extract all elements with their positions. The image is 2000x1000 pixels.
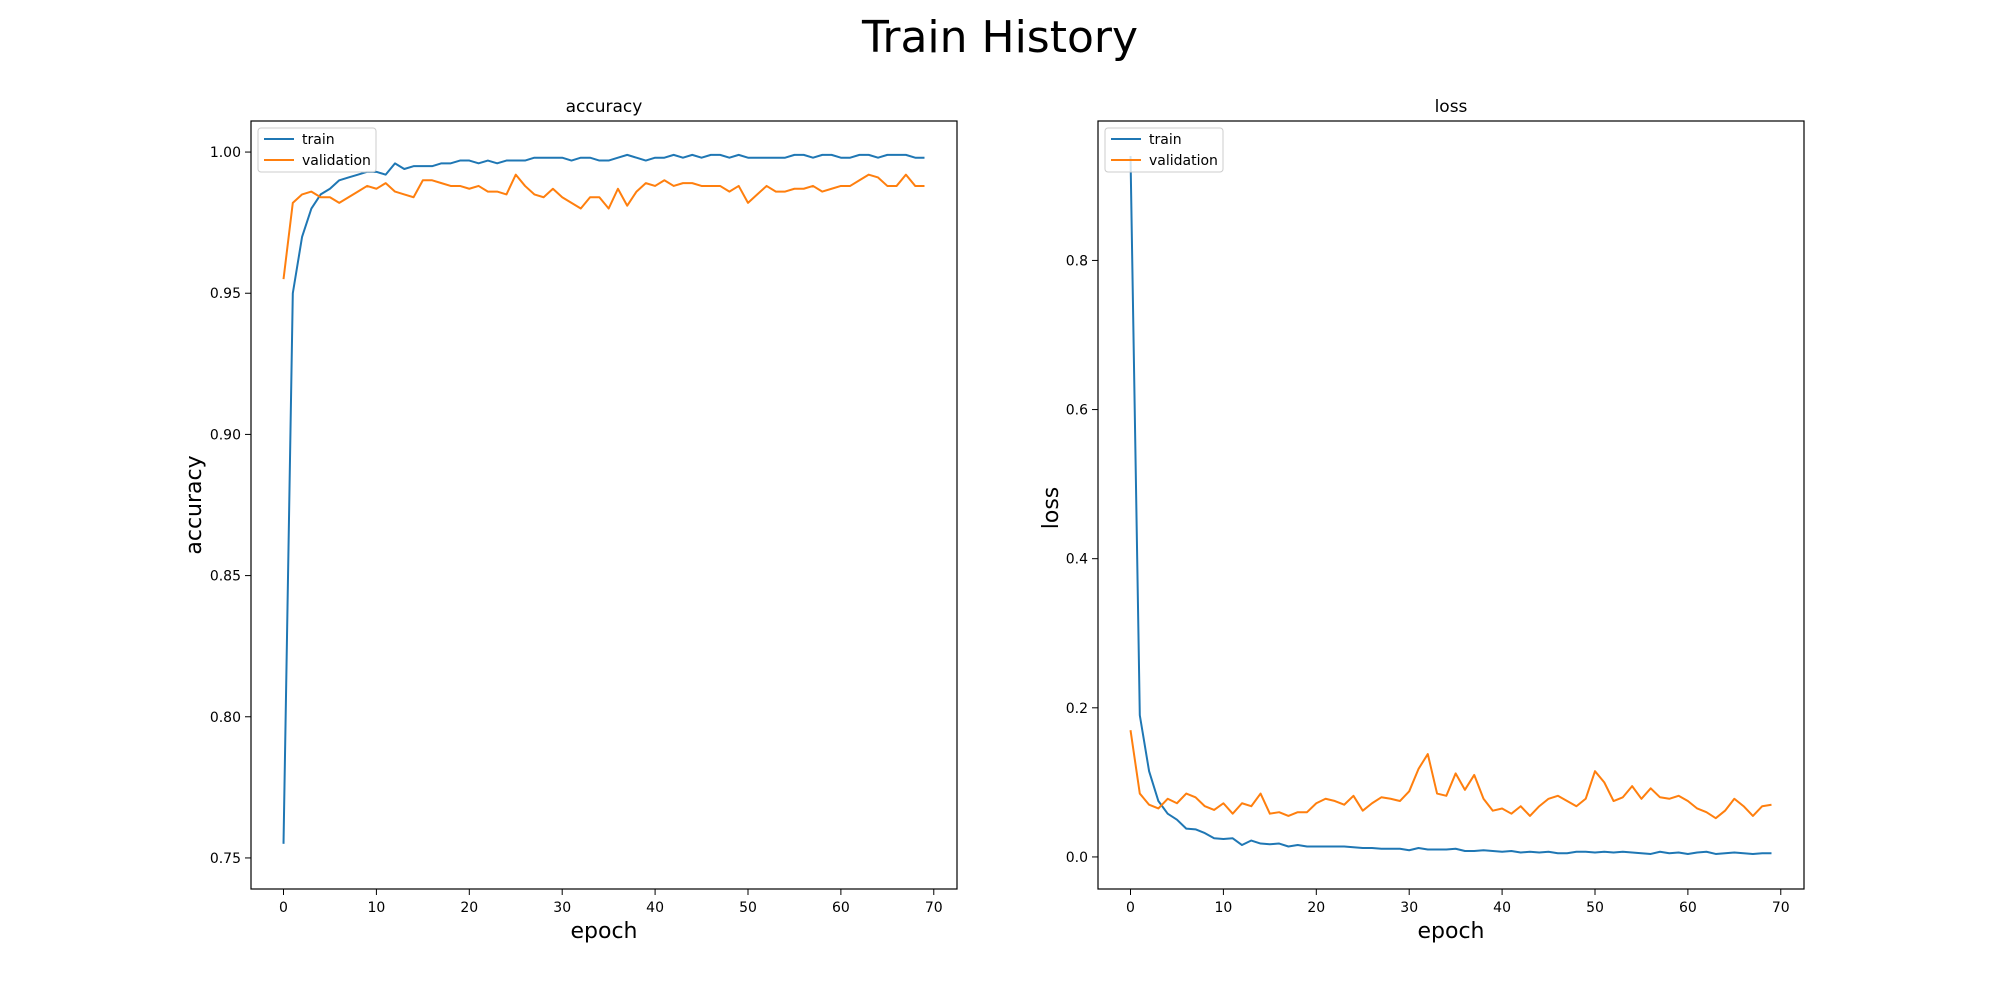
loss-x-axis-label: epoch <box>1418 919 1485 944</box>
accuracy-legend: train validation <box>257 127 377 173</box>
accuracy-train-line <box>282 153 925 844</box>
loss-legend: train validation <box>1104 127 1224 173</box>
accuracy-lines <box>282 153 925 844</box>
accuracy-x-tick-label: 40 <box>646 900 664 916</box>
loss-validation-line <box>1129 730 1772 820</box>
accuracy-legend-validation-label: validation <box>302 153 371 169</box>
accuracy-y-axis-label: accuracy <box>182 455 207 554</box>
loss-lines <box>1129 156 1772 855</box>
loss-legend-validation-label: validation <box>1149 153 1218 169</box>
loss-ticks: 0 10 20 30 40 50 60 70 0.0 0.2 0.4 0.6 0.8 <box>1066 253 1790 916</box>
accuracy-x-tick-label: 70 <box>925 900 943 916</box>
loss-x-tick-label: 70 <box>1772 900 1790 916</box>
accuracy-y-tick-label: 0.90 <box>210 427 241 443</box>
loss-x-tick-label: 30 <box>1400 900 1418 916</box>
loss-y-axis-label: loss <box>1039 487 1064 530</box>
accuracy-y-tick-label: 0.85 <box>210 569 241 585</box>
loss-x-tick-label: 40 <box>1493 900 1511 916</box>
accuracy-x-axis-label: epoch <box>571 919 638 944</box>
loss-y-tick-label: 0.6 <box>1066 403 1088 419</box>
loss-x-tick-label: 60 <box>1679 900 1697 916</box>
loss-y-tick-label: 0.0 <box>1066 850 1088 866</box>
loss-x-tick-label: 0 <box>1126 900 1135 916</box>
accuracy-y-tick-label: 0.95 <box>210 286 241 302</box>
loss-y-tick-label: 0.4 <box>1066 552 1088 568</box>
accuracy-y-tick-label: 0.80 <box>210 710 241 726</box>
loss-train-line <box>1129 156 1772 855</box>
loss-panel: loss epoch loss 0 10 20 30 40 50 60 70 0.0 0.2 0.4… <box>1039 97 1805 944</box>
accuracy-y-tick-label: 0.75 <box>210 851 241 867</box>
loss-x-tick-label: 10 <box>1214 900 1232 916</box>
accuracy-y-tick-label: 1.00 <box>210 145 241 161</box>
accuracy-plot-frame <box>250 120 958 890</box>
accuracy-validation-line <box>282 173 925 280</box>
accuracy-x-tick-label: 10 <box>367 900 385 916</box>
accuracy-x-tick-label: 0 <box>279 900 288 916</box>
accuracy-x-tick-label: 30 <box>553 900 571 916</box>
loss-plot-frame <box>1097 120 1805 890</box>
loss-x-tick-label: 50 <box>1586 900 1604 916</box>
accuracy-x-tick-label: 20 <box>460 900 478 916</box>
accuracy-panel-title: accuracy <box>566 97 643 117</box>
accuracy-ticks: 0 10 20 30 40 50 60 70 0.75 0.80 0.85 0.90 0.95 1.00 <box>210 145 943 916</box>
figure-title: Train History <box>861 12 1138 63</box>
loss-legend-train-label: train <box>1149 132 1182 148</box>
loss-x-tick-label: 20 <box>1307 900 1325 916</box>
accuracy-x-tick-label: 60 <box>832 900 850 916</box>
loss-panel-title: loss <box>1435 97 1468 117</box>
loss-y-tick-label: 0.8 <box>1066 253 1088 269</box>
accuracy-x-tick-label: 50 <box>739 900 757 916</box>
accuracy-panel: accuracy epoch accuracy 0 10 20 30 40 50 60 700… <box>182 97 958 944</box>
loss-y-tick-label: 0.2 <box>1066 701 1088 717</box>
accuracy-legend-train-label: train <box>302 132 335 148</box>
